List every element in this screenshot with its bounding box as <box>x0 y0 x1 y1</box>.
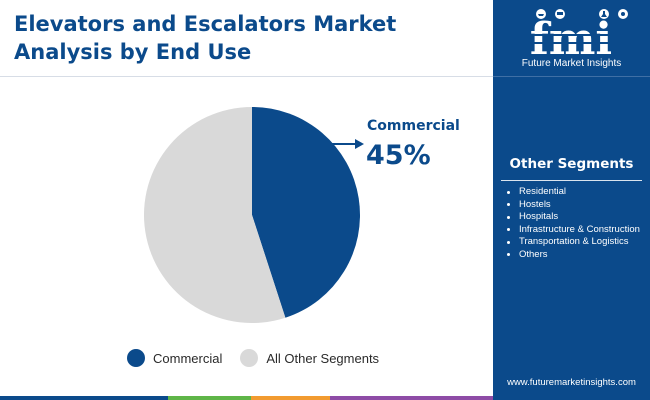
chart-legend: Commercial All Other Segments <box>127 348 397 368</box>
page-title: Elevators and Escalators Market Analysis… <box>14 10 484 66</box>
legend-item-other: All Other Segments <box>240 349 379 367</box>
title-line-2: Analysis by End Use <box>14 40 252 64</box>
bottom-bar-green <box>167 396 252 400</box>
bottom-bar-orange <box>251 396 331 400</box>
legend-item-commercial: Commercial <box>127 349 222 367</box>
bottom-bar-purple <box>330 396 493 400</box>
list-item: Infrastructure & Construction <box>504 224 644 237</box>
ship-icon <box>536 9 546 19</box>
sidebar: fmi Future Market Insights Other Segment… <box>493 0 650 400</box>
legend-swatch-commercial <box>127 349 145 367</box>
bottom-bar-blue <box>0 396 168 400</box>
chemistry-icon <box>599 9 609 19</box>
fmi-logo: fmi <box>527 9 628 65</box>
pie-chart <box>144 107 364 323</box>
callout-label: Commercial <box>367 118 460 134</box>
pie-slice-commercial <box>252 107 360 318</box>
sidebar-divider <box>493 76 650 77</box>
callout-value: 45% <box>366 140 431 171</box>
website-url[interactable]: www.futuremarketinsights.com <box>507 377 636 388</box>
list-item: Transportation & Logistics <box>504 236 644 249</box>
other-segments-list: Residential Hostels Hospitals Infrastruc… <box>504 186 644 261</box>
legend-label-other: All Other Segments <box>266 350 380 366</box>
cow-icon <box>555 9 565 19</box>
logo-text: fmi <box>530 14 612 65</box>
legend-label-commercial: Commercial <box>153 350 223 366</box>
pie-slice-all-other-segments <box>144 107 286 323</box>
bottom-color-bar <box>0 396 493 400</box>
other-segments-underline <box>501 180 642 181</box>
gear-icon <box>618 9 628 19</box>
logo-caption: Future Market Insights <box>521 58 622 69</box>
other-segments-title: Other Segments <box>509 156 634 172</box>
pie-slices <box>144 107 360 323</box>
list-item: Residential <box>504 186 644 199</box>
title-divider <box>0 76 493 77</box>
legend-swatch-other <box>240 349 259 367</box>
list-item: Hospitals <box>504 211 644 224</box>
list-item: Others <box>504 249 644 262</box>
list-item: Hostels <box>504 199 644 212</box>
callout-arrow <box>332 139 364 149</box>
title-line-1: Elevators and Escalators Market <box>14 12 397 36</box>
